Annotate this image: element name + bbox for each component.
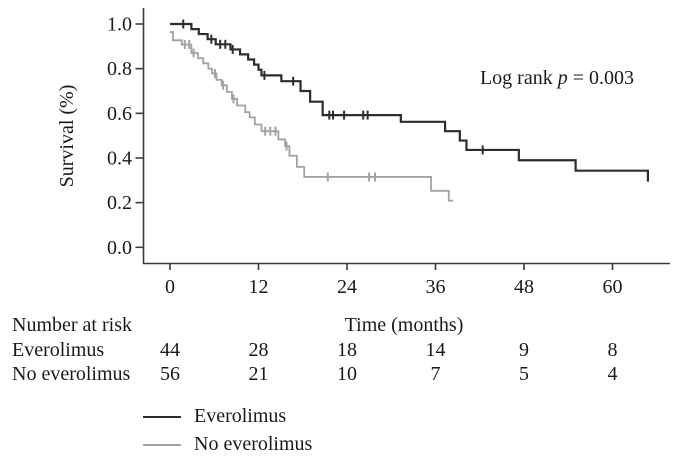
- risk-value: 10: [337, 363, 357, 385]
- x-tick-label: 36: [426, 276, 446, 298]
- x-axis-label: Time (months): [344, 314, 464, 336]
- y-tick-label: 0.0: [107, 237, 132, 259]
- y-axis-label: Survival (%): [56, 85, 78, 188]
- risk-value: 9: [519, 339, 529, 361]
- risk-row-label-everolimus: Everolimus: [12, 339, 105, 361]
- risk-value: 28: [248, 339, 269, 361]
- x-tick-label: 12: [249, 276, 269, 298]
- x-tick-label: 48: [514, 276, 534, 298]
- risk-value: 56: [160, 363, 180, 385]
- y-tick-label: 0.4: [107, 147, 132, 169]
- x-tick-label: 0: [165, 276, 175, 298]
- risk-value: 44: [160, 339, 180, 361]
- y-tick-label: 1.0: [107, 14, 132, 36]
- legend-swatch-everolimus: [143, 416, 181, 418]
- risk-value: 4: [607, 363, 618, 385]
- y-tick-label: 0.8: [107, 58, 132, 80]
- risk-value: 8: [607, 339, 618, 361]
- risk-value: 18: [337, 339, 357, 361]
- risk-table-title: Number at risk: [12, 314, 132, 336]
- risk-value: 14: [425, 339, 446, 361]
- legend-swatch-no-everolimus: [143, 444, 181, 446]
- x-tick-label: 24: [337, 276, 357, 298]
- risk-value: 21: [248, 363, 269, 385]
- km-curve-no-everolimus: [170, 31, 454, 202]
- risk-value: 5: [519, 363, 529, 385]
- legend-label-no-everolimus: No everolimus: [194, 433, 313, 455]
- legend-label-everolimus: Everolimus: [194, 405, 287, 427]
- km-curve-everolimus: [170, 22, 649, 182]
- risk-row-label-no-everolimus: No everolimus: [12, 363, 131, 385]
- risk-value: 7: [430, 363, 441, 385]
- log-rank-annotation: Log rank p = 0.003: [480, 67, 634, 89]
- y-tick-label: 0.6: [107, 103, 132, 125]
- y-tick-label: 0.2: [107, 192, 132, 214]
- x-tick-label: 60: [603, 276, 623, 298]
